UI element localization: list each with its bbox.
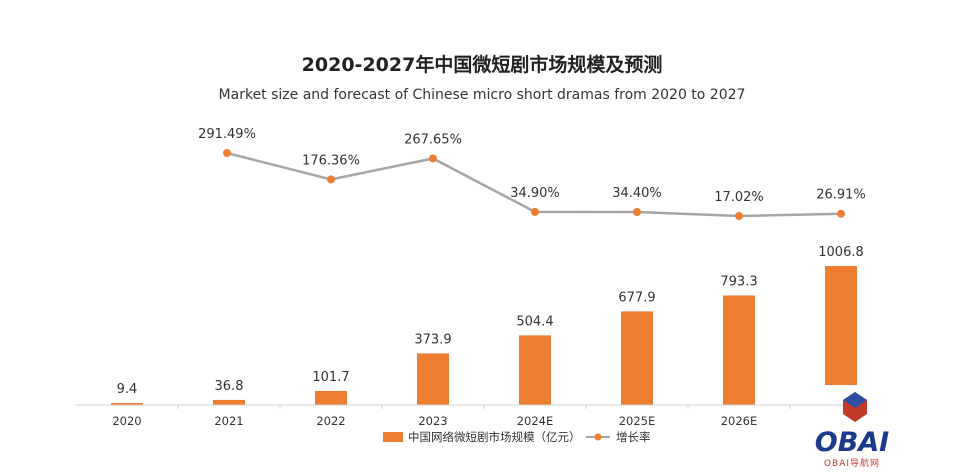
chart-title: 2020-2027年中国微短剧市场规模及预测 <box>302 53 663 76</box>
watermark-logo: OBAI OBAI导航网 <box>815 392 889 469</box>
growth-value-label: 34.90% <box>510 186 560 201</box>
growth-line-series <box>223 149 845 220</box>
watermark-text: OBAI <box>815 427 889 458</box>
bar-value-label: 9.4 <box>117 382 138 397</box>
x-axis-ticks: 2020 2021 2022 2023 2024E 2025E 2026E <box>112 405 791 428</box>
watermark-subtext: OBAI导航网 <box>824 457 880 469</box>
growth-point <box>327 175 335 184</box>
growth-point <box>633 208 641 217</box>
bar-0 <box>111 403 143 405</box>
bar-series <box>111 266 857 405</box>
x-tick-label: 2022 <box>316 414 345 428</box>
bar-7 <box>825 266 857 385</box>
bar-1 <box>213 399 245 405</box>
growth-value-label: 17.02% <box>714 190 764 205</box>
chart-subtitle: Market size and forecast of Chinese micr… <box>219 87 746 103</box>
growth-value-label: 26.91% <box>816 188 866 203</box>
growth-point <box>223 149 231 157</box>
growth-value-label: 291.49% <box>198 127 256 142</box>
bar-value-label: 504.4 <box>516 314 553 329</box>
bar-5 <box>621 311 653 405</box>
growth-point <box>837 209 845 218</box>
growth-value-label: 176.36% <box>302 153 360 168</box>
x-tick-label: 2020 <box>112 414 141 428</box>
bar-labels: 9.4 36.8 101.7 373.9 504.4 677.9 793.3 1006.8 <box>117 245 864 397</box>
logo-cube-top <box>843 392 867 408</box>
growth-point <box>531 207 539 216</box>
legend-line-label: 增长率 <box>616 430 651 444</box>
growth-value-label: 34.40% <box>612 186 662 201</box>
bar-4 <box>519 335 551 405</box>
bar-value-label: 793.3 <box>720 274 757 289</box>
legend-bar-label: 中国网络微短剧市场规模（亿元） <box>408 430 581 444</box>
bar-2 <box>315 390 347 405</box>
legend-line-marker <box>594 433 602 441</box>
bar-value-label: 1006.8 <box>818 245 864 260</box>
bar-3 <box>417 353 449 405</box>
growth-point <box>735 212 743 220</box>
x-tick-label: 2021 <box>214 414 243 428</box>
bar-value-label: 677.9 <box>618 290 655 305</box>
x-tick-label: 2025E <box>619 414 656 428</box>
growth-labels: 291.49% 176.36% 267.65% 34.90% 34.40% 17.02% 2… <box>198 127 866 205</box>
x-tick-label: 2024E <box>517 414 554 428</box>
x-tick-label: 2023 <box>418 414 447 428</box>
legend: 中国网络微短剧市场规模（亿元） 增长率 <box>383 430 651 444</box>
growth-point <box>429 154 437 163</box>
bar-value-label: 36.8 <box>215 379 244 394</box>
bar-6 <box>723 295 755 405</box>
growth-value-label: 267.65% <box>404 132 462 147</box>
x-tick-label: 2026E <box>721 414 758 428</box>
bar-value-label: 101.7 <box>312 370 349 385</box>
bar-value-label: 373.9 <box>414 332 451 347</box>
legend-bar-swatch <box>383 432 403 442</box>
